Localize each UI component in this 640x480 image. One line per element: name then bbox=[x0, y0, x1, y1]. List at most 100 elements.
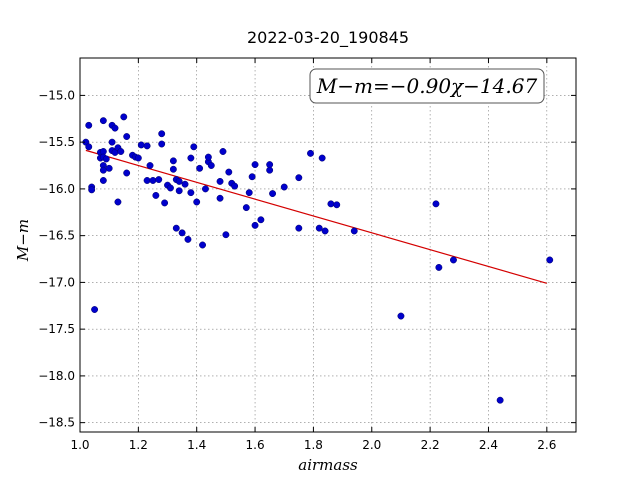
data-point bbox=[158, 140, 166, 148]
data-point bbox=[242, 204, 250, 212]
x-axis-label: airmass bbox=[298, 456, 358, 474]
data-point bbox=[432, 200, 440, 208]
data-point bbox=[143, 177, 151, 184]
data-point bbox=[251, 221, 259, 229]
data-point bbox=[169, 165, 177, 173]
data-point bbox=[207, 162, 215, 169]
data-point bbox=[307, 149, 314, 157]
x-tick-label: 2.0 bbox=[362, 438, 381, 452]
data-point bbox=[143, 142, 151, 150]
data-point bbox=[155, 176, 163, 184]
data-point bbox=[193, 198, 201, 206]
x-tick-label: 2.4 bbox=[479, 438, 498, 452]
data-point bbox=[350, 227, 358, 235]
fit-equation-box: M−m=−0.90χ−14.67 bbox=[309, 68, 545, 104]
y-axis-ticks: −15.0 −15.5 −16.0 −16.5 −17.0 −17.5 −18.0 −18.5 bbox=[38, 88, 576, 430]
data-point bbox=[134, 154, 142, 162]
data-point bbox=[85, 121, 93, 129]
data-point bbox=[161, 199, 169, 207]
grid bbox=[79, 58, 576, 432]
x-tick-label: 1.4 bbox=[187, 438, 206, 452]
data-point bbox=[546, 256, 554, 264]
fit-equation: M−m=−0.90χ−14.67 bbox=[316, 74, 538, 98]
data-point bbox=[99, 117, 107, 125]
data-point bbox=[102, 155, 110, 163]
data-point bbox=[248, 173, 256, 181]
y-tick-label: −15.5 bbox=[38, 135, 75, 149]
data-point bbox=[187, 154, 195, 162]
y-tick-label: −16.5 bbox=[38, 229, 75, 243]
data-point bbox=[120, 113, 128, 121]
data-point bbox=[111, 124, 119, 132]
data-point bbox=[199, 241, 206, 249]
data-point bbox=[216, 177, 224, 185]
data-point bbox=[245, 189, 253, 197]
x-tick-label: 2.6 bbox=[537, 438, 556, 452]
y-tick-label: −17.0 bbox=[38, 275, 75, 289]
data-point bbox=[435, 263, 443, 271]
data-point bbox=[202, 185, 209, 193]
x-tick-label: 1.8 bbox=[304, 438, 323, 452]
data-point bbox=[114, 198, 122, 206]
data-point bbox=[315, 224, 323, 232]
data-point bbox=[166, 184, 174, 192]
data-point bbox=[99, 177, 107, 184]
y-axis-label: M−m bbox=[14, 219, 32, 262]
data-point bbox=[117, 148, 125, 155]
data-point bbox=[450, 256, 457, 264]
x-tick-label: 1.2 bbox=[129, 438, 148, 452]
data-point bbox=[333, 201, 341, 209]
y-tick-label: −18.5 bbox=[38, 416, 75, 430]
chart-title: 2022-03-20_190845 bbox=[247, 28, 409, 48]
data-point bbox=[91, 306, 99, 313]
data-points bbox=[82, 113, 554, 404]
data-point bbox=[108, 138, 116, 146]
data-point bbox=[257, 216, 265, 224]
data-point bbox=[175, 187, 183, 195]
data-point bbox=[123, 169, 131, 177]
data-point bbox=[225, 168, 233, 176]
data-point bbox=[251, 161, 259, 169]
plot-frame bbox=[79, 57, 577, 433]
data-point bbox=[216, 194, 224, 202]
data-point bbox=[105, 164, 113, 172]
data-point bbox=[295, 174, 303, 182]
data-point bbox=[266, 161, 274, 169]
data-point bbox=[149, 177, 157, 184]
data-point bbox=[137, 141, 145, 149]
data-point bbox=[295, 224, 303, 232]
y-tick-label: −15.0 bbox=[38, 88, 75, 102]
data-point bbox=[85, 143, 93, 151]
data-point bbox=[172, 224, 180, 232]
data-point bbox=[169, 157, 177, 165]
fit-line-segment bbox=[85, 149, 547, 284]
data-point bbox=[496, 396, 504, 404]
data-point bbox=[190, 143, 198, 151]
data-point bbox=[327, 200, 335, 208]
x-axis-ticks: 1.0 1.2 1.4 1.6 1.8 2.0 2.2 2.4 2.6 bbox=[70, 58, 556, 452]
data-point bbox=[181, 180, 189, 188]
data-point bbox=[158, 130, 166, 138]
data-point bbox=[204, 153, 212, 161]
y-tick-label: −17.5 bbox=[38, 322, 75, 336]
y-tick-label: −16.0 bbox=[38, 182, 75, 196]
x-tick-label: 1.0 bbox=[70, 438, 89, 452]
data-point bbox=[146, 162, 154, 169]
x-tick-label: 1.6 bbox=[246, 438, 265, 452]
data-point bbox=[269, 190, 277, 198]
data-point bbox=[280, 183, 288, 191]
data-point bbox=[397, 312, 405, 320]
data-point bbox=[231, 182, 239, 190]
data-point bbox=[175, 177, 183, 185]
data-point bbox=[219, 148, 227, 155]
data-point bbox=[99, 166, 107, 174]
data-point bbox=[178, 229, 186, 237]
x-tick-label: 2.2 bbox=[421, 438, 440, 452]
fit-line bbox=[85, 149, 547, 284]
data-point bbox=[184, 235, 192, 243]
data-point bbox=[187, 189, 195, 197]
data-point bbox=[222, 231, 230, 239]
data-point bbox=[88, 186, 96, 194]
data-point bbox=[152, 191, 160, 199]
